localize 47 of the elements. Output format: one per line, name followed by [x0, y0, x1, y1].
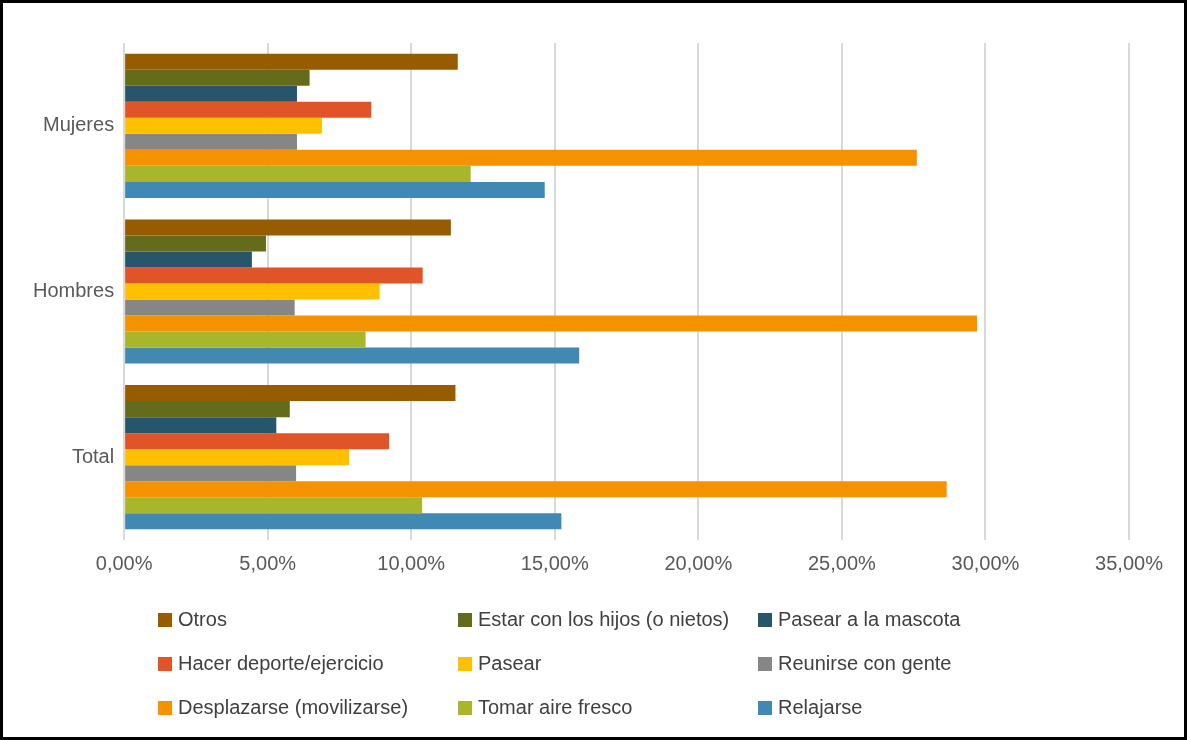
- bar: [125, 69, 310, 86]
- bar: [125, 433, 390, 450]
- x-tick-label: 15,00%: [520, 551, 589, 574]
- bar: [125, 133, 297, 150]
- bar: [125, 315, 978, 332]
- legend-label: Tomar aire fresco: [478, 696, 633, 719]
- bar: [125, 181, 545, 198]
- y-tick-label: Mujeres: [42, 113, 115, 136]
- legend-label: Estar con los hijos (o nietos): [478, 608, 730, 631]
- bar: [125, 401, 290, 418]
- legend-label: Hacer deporte/ejercicio: [178, 652, 384, 675]
- legend-label: Pasear a la mascota: [778, 608, 961, 631]
- bar: [125, 465, 297, 482]
- bar: [125, 85, 297, 102]
- bar: [125, 449, 350, 466]
- legend-label: Desplazarse (movilizarse): [178, 696, 409, 719]
- x-tick-label: 35,00%: [1095, 551, 1164, 574]
- bar: [125, 299, 295, 316]
- bar: [125, 251, 252, 268]
- bar: [125, 219, 451, 236]
- x-tick-label: 20,00%: [664, 551, 733, 574]
- bar: [125, 331, 366, 348]
- x-tick-label: 10,00%: [377, 551, 446, 574]
- bar: [125, 53, 458, 70]
- bar: [125, 149, 917, 166]
- bar: [125, 417, 277, 434]
- x-tick-label: 30,00%: [951, 551, 1020, 574]
- bar: [125, 267, 423, 284]
- x-tick-label: 25,00%: [807, 551, 877, 574]
- bar: [125, 497, 423, 514]
- legend-label: Reunirse con gente: [778, 652, 952, 675]
- bar: [125, 513, 562, 530]
- bar: [125, 235, 266, 252]
- y-tick-label: Hombres: [32, 279, 115, 302]
- x-tick-label: 5,00%: [239, 551, 297, 574]
- bar: [125, 101, 372, 118]
- legend-label: Relajarse: [778, 696, 863, 719]
- bar: [125, 347, 580, 364]
- legend-label: Otros: [178, 608, 227, 631]
- bar: [125, 283, 380, 300]
- bar: [125, 385, 456, 402]
- legend-label: Pasear: [478, 652, 542, 675]
- bar: [125, 165, 471, 182]
- y-tick-label: Total: [71, 444, 115, 467]
- x-tick-label: 0,00%: [95, 551, 153, 574]
- bar: [125, 481, 947, 498]
- bar: [125, 117, 322, 134]
